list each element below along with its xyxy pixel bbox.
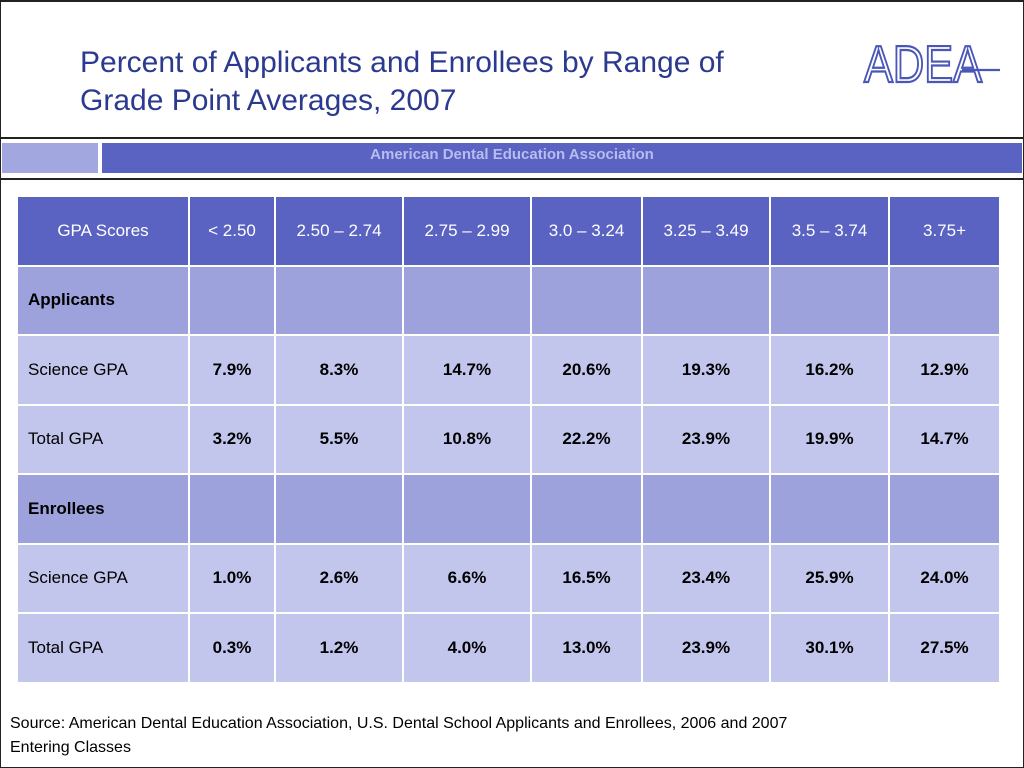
table-cell <box>888 264 1001 336</box>
adea-logo: ADEA <box>863 36 1000 88</box>
table-cell: 1.2% <box>274 612 404 684</box>
band-divider <box>0 178 1024 180</box>
table-cell: 10.8% <box>402 403 532 475</box>
column-header: 2.50 – 2.74 <box>274 195 404 267</box>
table-cell: 6.6% <box>402 542 532 614</box>
source-note: Source: American Dental Education Associ… <box>10 712 1010 760</box>
table-cell: 27.5% <box>888 612 1001 684</box>
organization-band: American Dental Education Association <box>102 143 1022 173</box>
section-row-applicants: Applicants <box>16 264 1001 336</box>
column-header: 2.75 – 2.99 <box>402 195 532 267</box>
table-cell: 23.4% <box>641 542 771 614</box>
gpa-table: GPA Scores < 2.50 2.50 – 2.74 2.75 – 2.9… <box>16 195 1001 684</box>
header-divider <box>0 137 1024 139</box>
table-cell: 19.9% <box>769 403 890 475</box>
table-cell: 0.3% <box>188 612 276 684</box>
table-cell <box>641 264 771 336</box>
band-accent <box>2 143 98 173</box>
table-cell <box>402 264 532 336</box>
slide-title: Percent of Applicants and Enrollees by R… <box>80 44 840 120</box>
organization-name: American Dental Education Association <box>370 146 654 163</box>
column-header: 3.5 – 3.74 <box>769 195 890 267</box>
table-cell: 23.9% <box>641 403 771 475</box>
row-label: Science GPA <box>16 542 190 614</box>
table-cell: 24.0% <box>888 542 1001 614</box>
table-cell <box>769 473 890 545</box>
row-label: Science GPA <box>16 334 190 406</box>
table-cell <box>641 473 771 545</box>
table-cell <box>274 264 404 336</box>
table-cell: 3.2% <box>188 403 276 475</box>
table-cell: 22.2% <box>530 403 643 475</box>
logo-text: ADEA <box>864 36 982 88</box>
column-header: 3.0 – 3.24 <box>530 195 643 267</box>
section-row-enrollees: Enrollees <box>16 473 1001 545</box>
table-row: Science GPA 7.9% 8.3% 14.7% 20.6% 19.3% … <box>16 334 1001 406</box>
source-line-1: Source: American Dental Education Associ… <box>10 715 788 732</box>
table-cell: 30.1% <box>769 612 890 684</box>
column-header: 3.75+ <box>888 195 1001 267</box>
title-line-1: Percent of Applicants and Enrollees by R… <box>80 46 724 79</box>
title-line-2: Grade Point Averages, 2007 <box>80 84 457 117</box>
table-cell: 8.3% <box>274 334 404 406</box>
table-row: Total GPA 0.3% 1.2% 4.0% 13.0% 23.9% 30.… <box>16 612 1001 684</box>
table-cell: 2.6% <box>274 542 404 614</box>
table-row: Total GPA 3.2% 5.5% 10.8% 22.2% 23.9% 19… <box>16 403 1001 475</box>
table-cell <box>888 473 1001 545</box>
table-cell: 23.9% <box>641 612 771 684</box>
row-label: Total GPA <box>16 612 190 684</box>
table-cell: 13.0% <box>530 612 643 684</box>
table-cell <box>769 264 890 336</box>
table-cell <box>402 473 532 545</box>
table-cell <box>188 473 276 545</box>
table-cell: 5.5% <box>274 403 404 475</box>
table-cell: 4.0% <box>402 612 532 684</box>
table-cell <box>188 264 276 336</box>
column-header: 3.25 – 3.49 <box>641 195 771 267</box>
table-cell: 16.2% <box>769 334 890 406</box>
table-cell <box>530 264 643 336</box>
row-label: Enrollees <box>16 473 190 545</box>
column-header: < 2.50 <box>188 195 276 267</box>
table-cell: 12.9% <box>888 334 1001 406</box>
table-cell: 14.7% <box>888 403 1001 475</box>
table-cell: 1.0% <box>188 542 276 614</box>
table-row: Science GPA 1.0% 2.6% 6.6% 16.5% 23.4% 2… <box>16 542 1001 614</box>
table-cell: 14.7% <box>402 334 532 406</box>
source-line-2: Entering Classes <box>10 739 131 756</box>
table-cell: 7.9% <box>188 334 276 406</box>
column-header: GPA Scores <box>16 195 190 267</box>
table-cell: 19.3% <box>641 334 771 406</box>
table-cell: 16.5% <box>530 542 643 614</box>
row-label: Applicants <box>16 264 190 336</box>
row-label: Total GPA <box>16 403 190 475</box>
table-cell: 20.6% <box>530 334 643 406</box>
table-cell: 25.9% <box>769 542 890 614</box>
table-cell <box>274 473 404 545</box>
table-header-row: GPA Scores < 2.50 2.50 – 2.74 2.75 – 2.9… <box>16 195 1001 267</box>
table-cell <box>530 473 643 545</box>
